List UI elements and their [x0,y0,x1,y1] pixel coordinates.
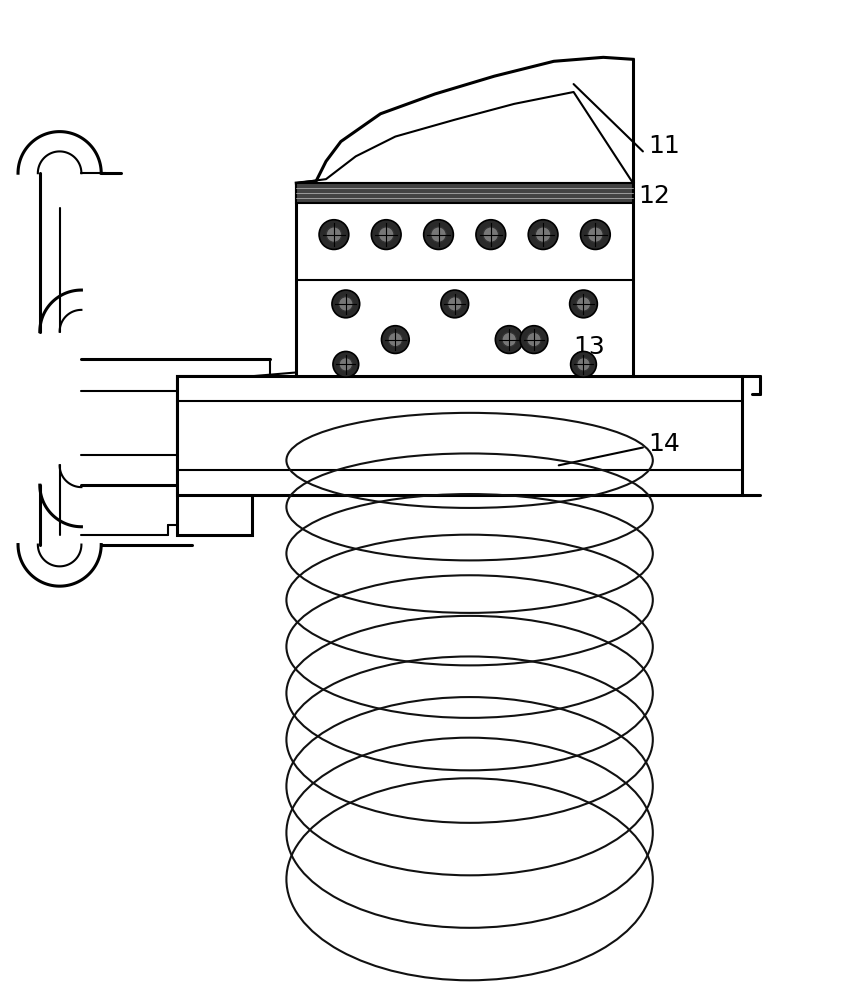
Text: 13: 13 [574,335,606,359]
Circle shape [441,290,469,318]
Circle shape [339,358,352,371]
Circle shape [496,326,523,353]
Circle shape [381,326,409,353]
Circle shape [338,297,353,311]
Circle shape [379,227,394,242]
Circle shape [333,351,359,377]
Text: 11: 11 [648,134,679,158]
Circle shape [319,220,349,249]
Circle shape [388,332,403,347]
Bar [296,183,633,376]
Text: 12: 12 [638,184,670,208]
Text: 14: 14 [648,432,679,456]
Circle shape [326,227,342,242]
Circle shape [483,227,498,242]
Circle shape [332,290,360,318]
Circle shape [588,227,603,242]
Circle shape [570,290,597,318]
Bar [296,183,633,203]
Circle shape [528,220,558,249]
Circle shape [535,227,551,242]
Circle shape [576,358,590,371]
Circle shape [576,297,591,311]
Circle shape [570,351,596,377]
Circle shape [581,220,610,249]
Circle shape [527,332,541,347]
Circle shape [476,220,506,249]
Circle shape [502,332,516,347]
Circle shape [423,220,454,249]
Bar [178,376,742,495]
Circle shape [520,326,548,353]
Bar [178,376,252,535]
Circle shape [430,227,446,242]
Circle shape [371,220,401,249]
Circle shape [448,297,462,311]
